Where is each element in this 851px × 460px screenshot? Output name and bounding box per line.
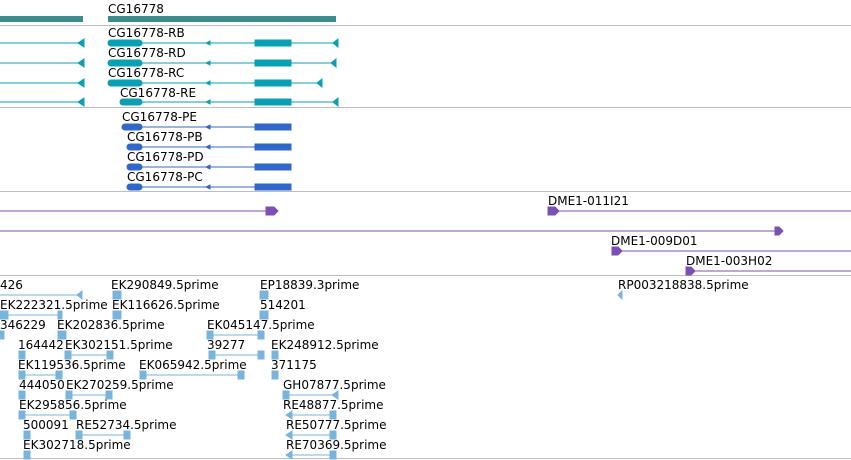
est-glyph[interactable] bbox=[18, 390, 26, 400]
est-glyph[interactable] bbox=[0, 310, 63, 320]
est-label[interactable]: 444050 bbox=[19, 378, 65, 392]
clone-glyph-dme1-011i21[interactable] bbox=[547, 206, 851, 216]
protein-label-pe[interactable]: CG16778-PE bbox=[122, 110, 197, 124]
protein-glyph-pe[interactable] bbox=[121, 123, 292, 131]
protein-label-pb[interactable]: CG16778-PB bbox=[127, 130, 203, 144]
transcript-glyph-rd[interactable] bbox=[107, 57, 337, 69]
transcript-label-rc[interactable]: CG16778-RC bbox=[108, 66, 185, 80]
est-glyph[interactable] bbox=[206, 330, 265, 340]
transcript-glyph-re[interactable] bbox=[119, 96, 339, 108]
track-separator bbox=[0, 275, 851, 276]
est-label[interactable]: EK116626.5prime bbox=[112, 298, 220, 312]
est-label[interactable]: RE70369.5prime bbox=[286, 438, 387, 452]
gene-track bbox=[0, 16, 336, 22]
gene-bar-left[interactable] bbox=[0, 16, 83, 22]
est-glyph[interactable] bbox=[271, 370, 279, 380]
est-label[interactable]: 514201 bbox=[260, 298, 306, 312]
est-label[interactable]: 164442 bbox=[18, 338, 64, 352]
est-glyph[interactable] bbox=[57, 330, 67, 340]
protein-glyph-pc[interactable] bbox=[126, 183, 292, 191]
est-label[interactable]: EK202836.5prime bbox=[57, 318, 165, 332]
est-glyph[interactable] bbox=[75, 430, 131, 440]
est-glyph[interactable] bbox=[18, 410, 77, 420]
transcript-glyph-left[interactable] bbox=[0, 38, 85, 107]
est-glyph[interactable] bbox=[112, 310, 122, 320]
est-label[interactable]: EK119536.5prime bbox=[18, 358, 126, 372]
transcript-label-rd[interactable]: CG16778-RD bbox=[108, 46, 186, 60]
est-glyph[interactable] bbox=[64, 350, 114, 360]
clone-glyph-dme1-003h02[interactable] bbox=[685, 266, 851, 276]
est-glyph[interactable] bbox=[617, 289, 623, 301]
protein-label-pd[interactable]: CG16778-PD bbox=[127, 150, 204, 164]
est-glyph[interactable] bbox=[23, 450, 31, 460]
transcript-glyph-rc[interactable] bbox=[107, 77, 323, 89]
est-glyph[interactable] bbox=[23, 430, 31, 440]
est-glyph[interactable] bbox=[259, 290, 269, 300]
est-glyph[interactable] bbox=[271, 350, 279, 360]
est-label[interactable]: EK295856.5prime bbox=[19, 398, 127, 412]
est-glyph[interactable] bbox=[18, 350, 26, 360]
clone-label-dme1-003h02[interactable]: DME1-003H02 bbox=[686, 254, 773, 268]
est-label[interactable]: 500091 bbox=[23, 418, 69, 432]
est-label[interactable]: EK065942.5prime bbox=[139, 358, 247, 372]
est-glyph[interactable] bbox=[285, 430, 337, 440]
est-label[interactable]: 346229 bbox=[0, 318, 46, 332]
transcript-label-rb[interactable]: CG16778-RB bbox=[108, 26, 185, 40]
est-glyph[interactable] bbox=[282, 390, 339, 400]
protein-label-pc[interactable]: CG16778-PC bbox=[127, 170, 203, 184]
est-label[interactable]: 39277 bbox=[207, 338, 246, 352]
est-glyph[interactable] bbox=[285, 410, 337, 420]
clone-track bbox=[0, 206, 851, 276]
est-label[interactable]: EK290849.5prime bbox=[111, 278, 219, 292]
est-label[interactable]: EK222321.5prime bbox=[0, 298, 108, 312]
track-separator bbox=[0, 25, 851, 26]
protein-glyph-pb[interactable] bbox=[126, 143, 292, 151]
est-label[interactable]: EK045147.5prime bbox=[207, 318, 315, 332]
est-glyph[interactable] bbox=[259, 310, 269, 320]
est-label[interactable]: RE50777.5prime bbox=[286, 418, 387, 432]
est-glyph[interactable] bbox=[0, 289, 83, 301]
clone-label-dme1-011i21[interactable]: DME1-011I21 bbox=[548, 194, 629, 208]
clone-glyph-left-2[interactable] bbox=[0, 226, 784, 236]
est-label[interactable]: EK270259.5prime bbox=[66, 378, 174, 392]
protein-track bbox=[121, 123, 292, 191]
track-separator bbox=[0, 458, 851, 459]
est-track bbox=[0, 289, 623, 460]
clone-label-dme1-009d01[interactable]: DME1-009D01 bbox=[611, 234, 698, 248]
transcript-track bbox=[0, 37, 339, 108]
est-label[interactable]: EK302718.5prime bbox=[23, 438, 131, 452]
est-label[interactable]: EK248912.5prime bbox=[271, 338, 379, 352]
gene-label[interactable]: CG16778 bbox=[108, 2, 164, 16]
transcript-glyph-rb[interactable] bbox=[107, 37, 339, 49]
est-glyph[interactable] bbox=[18, 370, 63, 380]
protein-glyph-pd[interactable] bbox=[126, 163, 292, 171]
clone-glyph-left-1[interactable] bbox=[0, 206, 279, 216]
est-label[interactable]: GH07877.5prime bbox=[283, 378, 386, 392]
est-label[interactable]: RE52734.5prime bbox=[76, 418, 177, 432]
est-glyph[interactable] bbox=[0, 330, 5, 340]
est-glyph[interactable] bbox=[208, 350, 265, 360]
clone-glyph-dme1-009d01[interactable] bbox=[611, 246, 851, 256]
track-separator bbox=[0, 107, 851, 108]
est-label[interactable]: RE48877.5prime bbox=[283, 398, 384, 412]
est-glyph[interactable] bbox=[112, 290, 122, 300]
est-label[interactable]: 426 bbox=[0, 278, 23, 292]
est-label[interactable]: EP18839.3prime bbox=[260, 278, 360, 292]
est-label[interactable]: RP003218838.5prime bbox=[618, 278, 749, 292]
transcript-label-re[interactable]: CG16778-RE bbox=[120, 86, 197, 100]
est-label[interactable]: EK302151.5prime bbox=[65, 338, 173, 352]
est-label[interactable]: 371175 bbox=[271, 358, 317, 372]
est-glyph[interactable] bbox=[139, 370, 245, 380]
est-glyph[interactable] bbox=[285, 450, 337, 460]
gene-bar-cg16778[interactable] bbox=[108, 16, 336, 22]
track-separator bbox=[0, 191, 851, 192]
est-glyph[interactable] bbox=[65, 390, 113, 400]
